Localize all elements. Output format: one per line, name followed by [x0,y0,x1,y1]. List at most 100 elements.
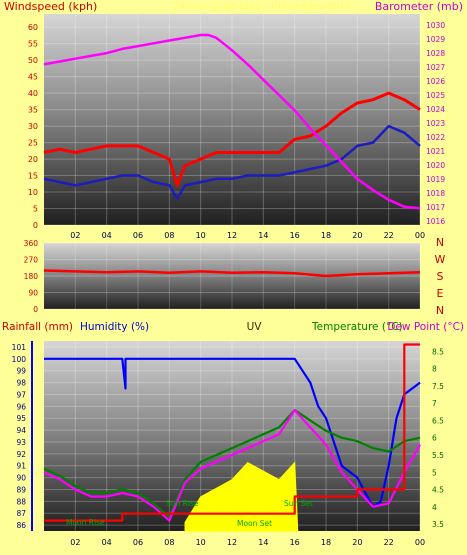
y-left-tick-label: 100 [12,355,27,364]
y-left-tick-label: 88 [16,497,26,506]
uv-label: UV [247,321,263,333]
y-right-tick-label: 1023 [426,119,445,128]
x-tick-label: 06 [133,231,143,240]
x-tick-label: 20 [352,538,362,547]
x-tick-label: 10 [196,538,206,547]
rainfall-ylabel: Rainfall (mm) [2,321,73,333]
y-right-tick-label: 1016 [426,217,445,226]
y-right-tick-label: 1030 [426,21,445,30]
y-left-tick-label: 10 [28,188,38,197]
barometer-ylabel: Barometer (mb) [375,0,463,13]
y-left-tick-label: 92 [16,450,26,459]
y-left-tick-label: 96 [16,402,26,411]
y-right-tick-label: 8.5 [432,347,444,356]
x-tick-label: 02 [70,538,80,547]
moon-rise-label: Moon Rise [66,518,105,527]
y-left-tick-label: 94 [16,426,26,435]
compass-label: N [436,236,444,249]
y-left-tick-label: 5 [33,205,38,214]
x-tick-label: 22 [384,538,394,547]
y-right-tick-label: 1018 [426,189,445,198]
y-left-tick-label: 60 [28,23,38,32]
x-tick-label: 04 [102,538,112,547]
compass-label: S [437,270,444,283]
series-line-temperature [43,409,421,519]
y-right-tick-label: 6.5 [432,416,444,425]
wind-chart-title: 24 hour graph upto 21 November 2010 [173,2,350,12]
x-tick-label: 16 [290,231,300,240]
series-line-rainfall [44,343,420,522]
y-left-tick-label: 97 [16,390,26,399]
y-left-tick-label: 45 [28,73,38,82]
series-line-direction [43,269,421,278]
y-left-tick-label: 87 [16,509,26,518]
y-right-tick-label: 8 [432,365,437,374]
y-left-tick-label: 35 [28,106,38,115]
direction-tick-label: 180 [24,272,39,281]
y-right-tick-label: 1021 [426,147,445,156]
series-line-barometer [43,33,421,210]
x-tick-label: 00 [415,538,425,547]
y-right-tick-label: 1026 [426,77,445,86]
sun-rise-label: Sun Rise [166,499,199,508]
y-right-tick-label: 1020 [426,161,445,170]
y-right-tick-label: 1022 [426,133,445,142]
x-tick-label: 18 [321,231,331,240]
y-right-tick-label: 7 [432,399,437,408]
temperature-humidity-panel: 02 04 06 08 10 12 14 16 18 20 22 008687888990919293… [2,321,464,547]
y-left-tick-label: 40 [28,89,38,98]
y-left-tick-label: 91 [16,462,26,471]
x-tick-label: 00 [415,231,425,240]
series-line-windspeed [43,91,421,187]
x-tick-label: 20 [352,231,362,240]
x-tick-label: 08 [164,538,174,547]
x-tick-label: 10 [196,231,206,240]
y-left-tick-label: 99 [16,367,26,376]
y-right-tick-label: 1017 [426,203,445,212]
y-left-tick-label: 55 [28,40,38,49]
y-right-tick-label: 1028 [426,49,445,58]
compass-label: W [435,253,446,266]
x-tick-label: 04 [102,231,112,240]
y-left-tick-label: 86 [16,521,26,530]
y-left-tick-label: 50 [28,56,38,65]
direction-tick-label: 270 [24,256,39,265]
x-tick-label: 14 [258,231,268,240]
y-left-tick-label: 15 [28,172,38,181]
x-tick-label: 14 [258,538,268,547]
moon-set-label: Moon Set [237,519,272,528]
y-right-tick-label: 1024 [426,105,445,114]
x-tick-label: 12 [227,231,237,240]
y-left-tick-label: 30 [28,122,38,131]
y-right-tick-label: 4 [432,503,437,512]
temperature-ylabel: Temperature (°C) [311,321,403,333]
y-right-tick-label: 1019 [426,175,445,184]
y-left-tick-label: 90 [16,474,26,483]
y-left-tick-label: 89 [16,485,26,494]
y-left-tick-label: 25 [28,139,38,148]
y-right-tick-label: 5.5 [432,451,444,460]
x-tick-label: 18 [321,538,331,547]
y-right-tick-label: 6 [432,434,437,443]
y-left-tick-label: 95 [16,414,26,423]
x-tick-label: 06 [133,538,143,547]
y-right-tick-label: 1027 [426,63,445,72]
x-tick-label: 12 [227,538,237,547]
y-right-tick-label: 3.5 [432,520,444,529]
y-right-tick-label: 1029 [426,35,445,44]
y-right-tick-label: 1025 [426,91,445,100]
compass-label: N [436,304,444,317]
wind-barometer-panel: 02 04 06 08 10 12 14 16 18 20 22 000510152025303540… [4,0,463,240]
series-line-gust [43,124,421,200]
y-right-tick-label: 7.5 [432,382,444,391]
y-left-tick-label: 93 [16,438,26,447]
dewpoint-ylabel: Dew Point (°C) [387,321,464,333]
sun-set-label: Sun Set [284,499,313,508]
direction-tick-label: 90 [28,289,38,298]
direction-tick-label: 360 [24,239,39,248]
y-right-tick-label: 5 [432,468,437,477]
direction-plot-area [44,243,420,309]
y-left-tick-label: 101 [12,343,27,352]
y-left-tick-label: 20 [28,155,38,164]
